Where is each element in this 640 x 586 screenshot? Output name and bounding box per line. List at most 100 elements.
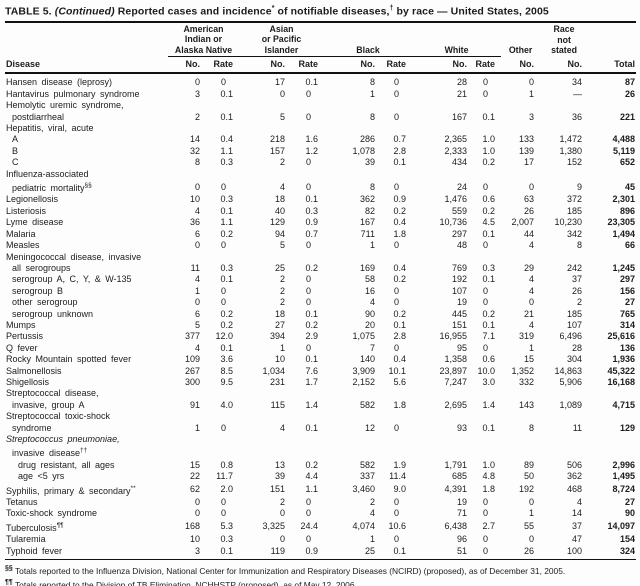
asian-no-header: No. — [239, 56, 291, 75]
value-cell: 28 — [572, 342, 583, 353]
value-cell: 218 — [269, 134, 285, 145]
value-cell: 94 — [274, 228, 285, 239]
value-cell: 5 — [279, 240, 285, 251]
value-cell: 58 — [365, 274, 376, 285]
value-cell: 769 — [452, 262, 468, 273]
value-cell: 10.1 — [388, 365, 407, 376]
value-cell: 16,168 — [607, 376, 636, 387]
value-cell: 151 — [269, 484, 285, 495]
value-cell: 15 — [189, 459, 200, 470]
value-cell — [239, 100, 291, 111]
table-row: Shigellosis 300 9.5 231 1.7 2,152 5.6 7,247 3.0 3… — [5, 377, 636, 388]
value-cell: 0 — [279, 534, 285, 545]
white-no-header: No. — [412, 56, 474, 75]
table-row: Lyme disease 36 1.1 129 0.9 167 0.4 10,736 4.5 2,… — [5, 217, 636, 228]
value-cell: 1 — [370, 88, 376, 99]
value-cell: 1.2 — [305, 145, 319, 156]
value-cell — [473, 445, 501, 459]
value-cell: 4 — [279, 181, 285, 192]
value-cell: 0 — [394, 181, 400, 192]
value-cell: 7,247 — [444, 376, 468, 387]
value-cell: 2,996 — [612, 459, 636, 470]
value-cell — [412, 445, 473, 459]
value-cell: 27 — [274, 319, 285, 330]
value-cell: 0 — [306, 157, 312, 168]
value-cell: 2.7 — [482, 521, 496, 532]
value-cell: 1,495 — [612, 471, 636, 482]
value-cell — [168, 169, 206, 180]
value-cell: 29 — [524, 262, 535, 273]
table-row: postdiarrheal 2 0.1 5 0 8 0 167 0.1 3 36 221 — [5, 112, 636, 123]
value-cell: 1 — [529, 342, 535, 353]
value-cell — [324, 445, 381, 459]
value-cell: 1.9 — [393, 459, 407, 470]
value-cell — [412, 100, 473, 111]
value-cell: 2 — [577, 297, 583, 308]
value-cell: 1 — [279, 342, 285, 353]
disease-cell: Meningococcal disease, invasive — [6, 251, 142, 262]
value-cell: 2 — [279, 157, 285, 168]
table-row: Legionellosis 10 0.3 18 0.1 362 0.9 1,476 0.6 63 3… — [5, 194, 636, 205]
value-cell — [381, 445, 412, 459]
value-cell: 0.4 — [393, 354, 407, 365]
value-cell: 559 — [452, 205, 468, 216]
value-cell: 0 — [306, 88, 312, 99]
table-row: Typhoid fever 3 0.1 119 0.9 25 0.1 51 0 26 100 324 — [5, 545, 637, 561]
other-no-header: No. — [501, 56, 541, 75]
value-cell: 1,245 — [612, 262, 636, 273]
value-cell — [168, 411, 206, 422]
value-cell — [324, 252, 381, 263]
value-cell: 0.2 — [482, 205, 496, 216]
value-cell — [239, 123, 291, 134]
value-cell — [381, 434, 412, 445]
table-row: all serogroups 11 0.3 25 0.2 169 0.4 769 0.3 29 24… — [5, 263, 636, 274]
value-cell — [501, 169, 540, 180]
value-cell: 1,089 — [559, 399, 583, 410]
value-cell: 11 — [572, 422, 583, 433]
ai-no-header: No. — [168, 56, 206, 75]
value-cell: 1,352 — [511, 365, 535, 376]
not-stated-no-header: No. — [540, 56, 589, 75]
title-text-3: by race — United States, 2005 — [393, 5, 549, 18]
value-cell: 0 — [394, 297, 400, 308]
value-cell: 107 — [452, 285, 468, 296]
value-cell: 1 — [529, 508, 535, 519]
value-cell — [501, 445, 540, 459]
value-cell: 0 — [306, 285, 312, 296]
value-cell: 582 — [359, 459, 376, 470]
value-cell: 1 — [529, 88, 535, 99]
value-cell: 47 — [572, 534, 583, 545]
value-cell — [540, 388, 588, 399]
value-cell: 0 — [394, 422, 400, 433]
value-cell: 1.7 — [305, 376, 319, 387]
value-cell: 63 — [524, 194, 535, 205]
value-cell: 3,909 — [352, 365, 376, 376]
value-cell: 157 — [269, 145, 285, 156]
value-cell: 32 — [189, 145, 200, 156]
disease-cell: C — [12, 157, 19, 168]
value-cell: 3.0 — [482, 376, 496, 387]
value-cell: 1,075 — [352, 331, 376, 342]
value-cell: 45,322 — [607, 365, 636, 376]
value-cell: 1 — [194, 422, 200, 433]
value-cell: 51 — [412, 545, 474, 561]
disease-cell: Tetanus — [6, 497, 38, 508]
value-cell: 0.4 — [220, 134, 233, 145]
value-cell: 0 — [194, 297, 200, 308]
value-cell — [540, 411, 588, 422]
value-cell: 267 — [184, 365, 200, 376]
disease-cell: A — [12, 134, 19, 145]
value-cell: 3,460 — [352, 484, 376, 495]
white-rate-header: Rate — [473, 56, 502, 75]
value-cell: 300 — [184, 376, 200, 387]
ai-rate-header: Rate — [206, 56, 239, 75]
title-continued: (Continued) — [54, 5, 115, 18]
value-cell: 12 — [365, 422, 376, 433]
value-cell — [291, 434, 324, 445]
value-cell: 3 — [529, 111, 535, 122]
value-cell: 0 — [483, 508, 489, 519]
value-cell — [501, 388, 540, 399]
value-cell — [412, 169, 473, 180]
value-cell: 27 — [625, 297, 636, 308]
value-cell: 377 — [184, 331, 200, 342]
